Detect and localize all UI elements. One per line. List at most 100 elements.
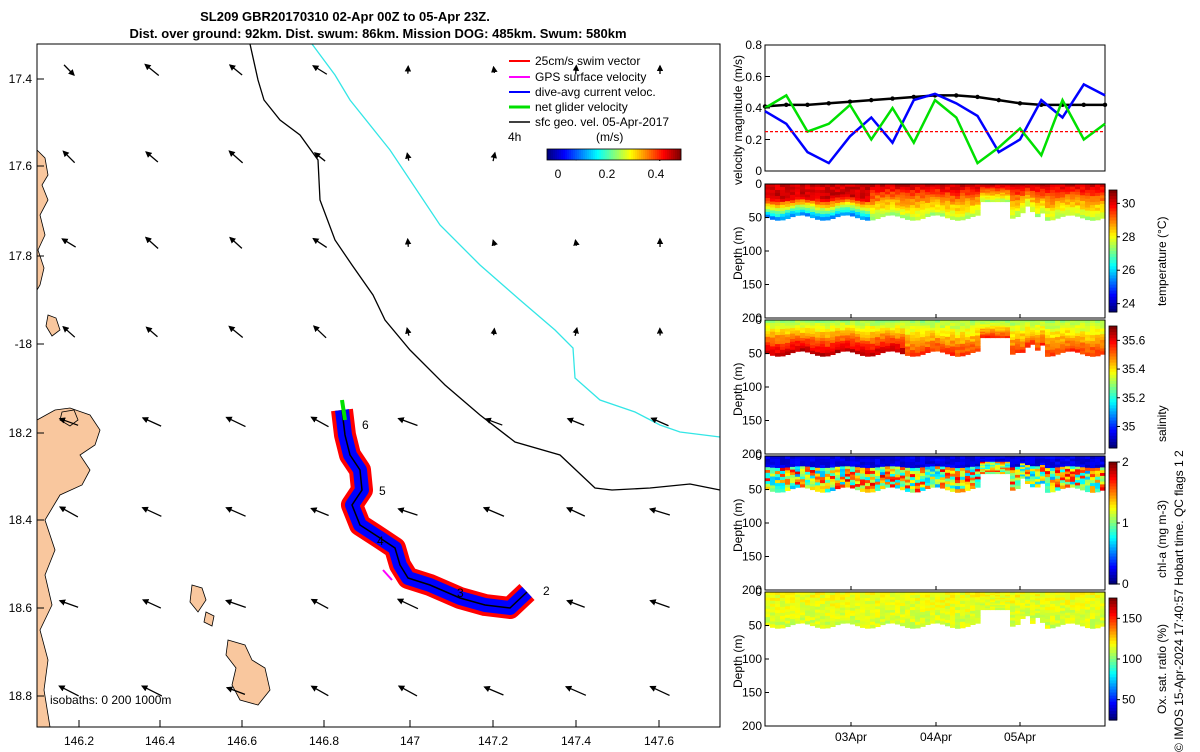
heatmap-cell xyxy=(1080,462,1086,465)
heatmap-cell xyxy=(1045,622,1051,626)
heatmap-cell xyxy=(770,187,776,191)
map-ytick-label: 17.8 xyxy=(9,249,33,263)
heatmap-cell xyxy=(950,187,956,191)
heatmap-cell xyxy=(850,213,856,216)
heatmap-cell xyxy=(835,350,841,353)
heatmap-cell xyxy=(905,624,911,628)
section-ylabel: Depth (m) xyxy=(731,227,745,280)
heatmap-cell xyxy=(815,216,821,220)
time-tick-05apr: 05Apr xyxy=(1004,730,1036,744)
heatmap-cell xyxy=(815,202,821,206)
heatmap-cell xyxy=(1025,345,1031,348)
heatmap-cell xyxy=(905,485,911,489)
colorbar-cell xyxy=(657,149,659,160)
heatmap-cell xyxy=(905,329,911,333)
section-colorbar-cell xyxy=(1109,251,1117,255)
heatmap-cell xyxy=(1005,336,1011,338)
colorbar-cell xyxy=(675,149,677,160)
section-colorbar-cell xyxy=(1109,517,1117,521)
heatmap-cell xyxy=(860,213,866,217)
heatmap-cell xyxy=(955,353,961,357)
heatmap-cell xyxy=(860,610,866,614)
heatmap-cell xyxy=(905,199,911,203)
heatmap-cell xyxy=(890,484,896,487)
section-colorbar-cell xyxy=(1109,535,1117,539)
heatmap-cell xyxy=(805,349,811,352)
colorbar-cell xyxy=(573,149,575,160)
map-xtick-label: 147 xyxy=(400,734,420,748)
heatmap-cell xyxy=(950,199,956,203)
heatmap-cell xyxy=(955,465,961,469)
copyright-note: © IMOS 15-Apr-2024 17:40:57 Hobart time.… xyxy=(1172,407,1186,752)
section-ytick-label: 100 xyxy=(742,516,762,530)
heatmap-cell xyxy=(1030,621,1036,624)
heatmap-cell xyxy=(975,213,981,216)
heatmap-cell xyxy=(1045,217,1051,221)
heatmap-cell xyxy=(985,200,991,202)
colorbar-cell xyxy=(587,149,589,160)
heatmap-cell xyxy=(940,213,946,216)
heatmap-cell xyxy=(905,595,911,599)
heatmap-cell xyxy=(815,329,821,333)
heatmap-cell xyxy=(770,624,776,628)
heatmap-cell xyxy=(790,350,796,353)
vel-ytick-0: 0 xyxy=(755,164,762,178)
heatmap-cell xyxy=(1090,465,1096,469)
colorbar-cell xyxy=(557,149,559,160)
heatmap-cell xyxy=(860,344,866,348)
heatmap-cell xyxy=(935,620,941,623)
colorbar-cell xyxy=(653,149,655,160)
heatmap-cell xyxy=(970,622,976,625)
heatmap-cell xyxy=(865,601,871,605)
colorbar-cell xyxy=(645,149,647,160)
heatmap-cell xyxy=(1060,486,1066,489)
heatmap-cell xyxy=(955,193,961,197)
colorbar-cell xyxy=(597,149,599,160)
heatmap-cell xyxy=(860,459,866,463)
heatmap-cell xyxy=(905,213,911,217)
heatmap-cell xyxy=(790,214,796,217)
heatmap-cell xyxy=(1065,485,1071,488)
colorbar-cell xyxy=(563,149,565,160)
heatmap-cell xyxy=(815,595,821,599)
section-colorbar-cell xyxy=(1109,278,1117,282)
heatmap-cell xyxy=(790,486,796,489)
heatmap-cell xyxy=(815,482,821,486)
colorbar-cell xyxy=(595,149,597,160)
heatmap-cell xyxy=(955,601,961,605)
map-ytick-label: 17.6 xyxy=(9,159,33,173)
section-ytick-label: 200 xyxy=(742,719,762,733)
colorbar-cell xyxy=(659,149,661,160)
section-colorbar-cell xyxy=(1109,260,1117,264)
heatmap-cell xyxy=(1075,213,1081,216)
heatmap-cell xyxy=(860,216,866,220)
heatmap-cell xyxy=(970,486,976,489)
heatmap-cell xyxy=(1015,350,1021,353)
heatmap-cell xyxy=(775,217,781,221)
colorbar-cell xyxy=(629,149,631,160)
heatmap-cell xyxy=(1035,615,1041,618)
section-colorbar-cell xyxy=(1109,572,1117,576)
heatmap-cell xyxy=(890,620,896,623)
section-cblabel: temperature (°C) xyxy=(1155,217,1169,307)
heatmap-cell xyxy=(890,212,896,215)
heatmap-cell xyxy=(1030,342,1036,345)
heatmap-cell xyxy=(965,215,971,219)
heatmap-cell xyxy=(1055,595,1061,598)
map-ytick-label: 18.6 xyxy=(9,601,33,615)
heatmap-cell xyxy=(930,485,936,488)
colorbar-cell xyxy=(561,149,563,160)
heatmap-cell xyxy=(950,335,956,339)
section-cbtick-label: 150 xyxy=(1122,611,1142,625)
section-colorbar-cell xyxy=(1109,653,1117,657)
heatmap-cell xyxy=(950,347,956,351)
colorbar-cell xyxy=(603,149,605,160)
heatmap-cell xyxy=(1055,465,1061,468)
heatmap-cell xyxy=(1035,214,1041,217)
heatmap-cell xyxy=(770,595,776,599)
colorbar-cell xyxy=(607,149,609,160)
heatmap-cell xyxy=(815,459,821,463)
